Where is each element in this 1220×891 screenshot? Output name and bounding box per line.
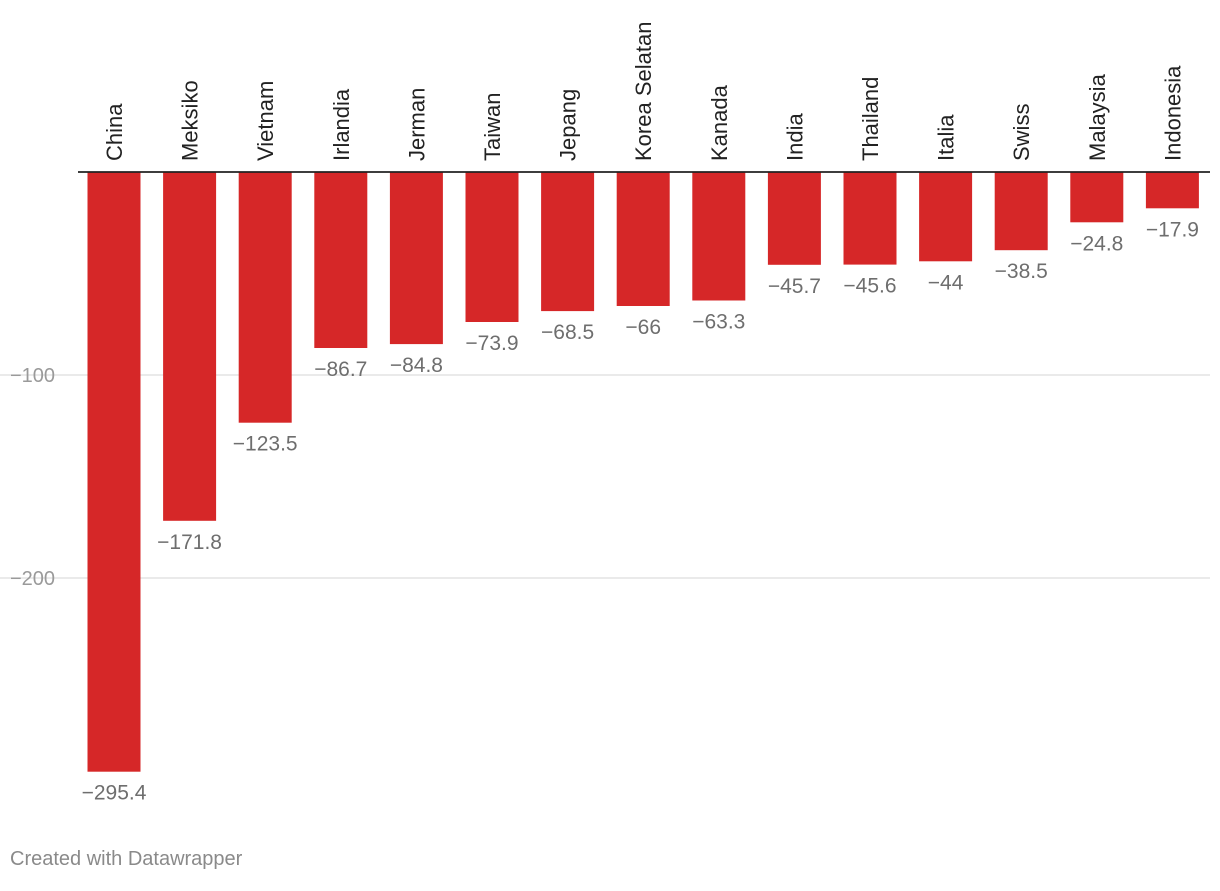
bar-value-label: −66 <box>625 316 661 339</box>
category-label: Indonesia <box>1160 65 1185 161</box>
bar <box>87 172 141 772</box>
category-label: Vietnam <box>253 81 278 161</box>
bar <box>616 172 670 306</box>
bar-value-label: −45.6 <box>843 275 896 298</box>
bar <box>163 172 217 521</box>
bar <box>843 172 897 265</box>
category-label: Meksiko <box>178 80 203 161</box>
credit-footer: Created with Datawrapper <box>10 848 243 870</box>
bar-value-label: −84.8 <box>390 354 443 377</box>
bar-value-label: −24.8 <box>1070 232 1123 255</box>
category-label: Thailand <box>858 77 883 161</box>
bar-value-label: −45.7 <box>768 275 821 298</box>
category-label: Irlandia <box>329 88 354 161</box>
bar-value-label: −68.5 <box>541 321 594 344</box>
bar-value-label: −17.9 <box>1146 218 1199 241</box>
bar <box>767 172 821 265</box>
category-label: India <box>782 113 807 161</box>
category-label: Jerman <box>404 88 429 161</box>
bar-value-label: −44 <box>928 271 964 294</box>
category-label: Swiss <box>1009 104 1034 161</box>
bar <box>238 172 292 423</box>
category-label: Korea Selatan <box>631 22 656 161</box>
bar <box>1145 172 1199 209</box>
category-label: Kanada <box>707 84 732 161</box>
y-tick-label: −200 <box>10 568 55 590</box>
bar <box>314 172 368 348</box>
category-label: Italia <box>934 114 959 161</box>
bars-layer <box>87 172 1199 772</box>
category-label: Malaysia <box>1085 73 1110 161</box>
bar-value-label: −86.7 <box>314 358 367 381</box>
category-labels-layer: China Meksiko Vietnam Irlandia Jerman Taiwan J… <box>102 22 1185 161</box>
bar <box>389 172 443 345</box>
bar-value-label: −63.3 <box>692 311 745 334</box>
category-label: Jepang <box>556 89 581 161</box>
bar <box>1070 172 1124 223</box>
bar-value-label: −295.4 <box>82 782 147 805</box>
bar <box>994 172 1048 251</box>
bar-value-label: −73.9 <box>465 332 518 355</box>
bar-value-label: −171.8 <box>157 531 222 554</box>
bar-value-label: −38.5 <box>995 260 1048 283</box>
bar <box>919 172 973 262</box>
bar-value-label: −123.5 <box>233 433 298 456</box>
bar <box>541 172 595 312</box>
category-label: China <box>102 103 127 161</box>
data-labels-layer: −295.4 −171.8 −123.5 −86.7 −84.8 −73.9 −68.5 −6… <box>82 218 1199 804</box>
bar <box>692 172 746 301</box>
bar <box>465 172 519 322</box>
category-label: Taiwan <box>480 93 505 161</box>
y-tick-label: −100 <box>10 365 55 387</box>
